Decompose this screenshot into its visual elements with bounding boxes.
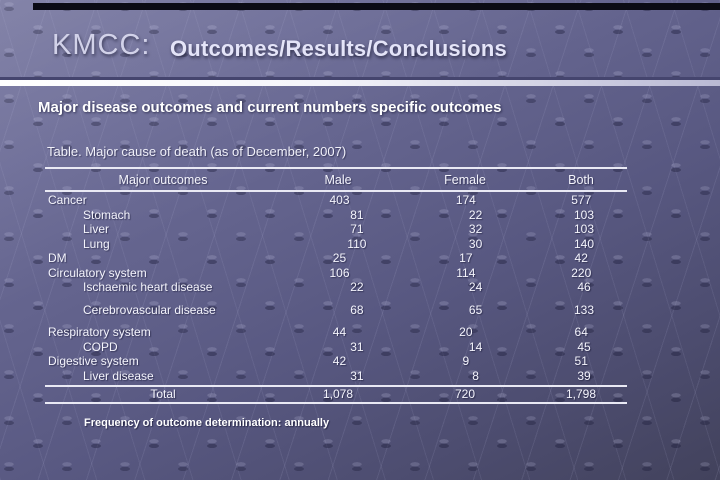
row-male-value: 44 bbox=[332, 325, 347, 339]
row-male-value: 25 bbox=[332, 251, 347, 265]
table-row: Liver 71 32 103 bbox=[45, 222, 627, 237]
table-row: Lung 110 30 140 bbox=[45, 237, 627, 252]
row-male-value: 42 bbox=[332, 354, 347, 368]
row-label: Cancer bbox=[48, 193, 87, 207]
table-body: Cancer 403 174 577 Stomach 81 22 103 Liver 71 32 10… bbox=[45, 192, 627, 383]
row-both-value: 39 bbox=[577, 368, 591, 383]
row-both-value: 577 bbox=[571, 193, 592, 207]
row-label: Respiratory system bbox=[48, 325, 151, 339]
table-row: Ischaemic heart disease 22 24 46 bbox=[45, 280, 627, 295]
table-row: COPD 31 14 45 bbox=[45, 340, 627, 355]
title-divider bbox=[0, 80, 720, 86]
row-both-value: 51 bbox=[574, 354, 588, 368]
top-accent-bar bbox=[33, 3, 720, 10]
column-header-major-outcomes: Major outcomes bbox=[118, 172, 208, 187]
row-female-value: 22 bbox=[468, 207, 483, 222]
row-male-value: 110 bbox=[347, 236, 367, 251]
row-label: Stomach bbox=[83, 207, 131, 222]
row-female-value: 8 bbox=[472, 368, 479, 383]
row-female-value: 9 bbox=[462, 354, 470, 368]
row-female-value: 30 bbox=[468, 236, 483, 251]
row-female-value: 24 bbox=[468, 280, 483, 294]
row-label: DM bbox=[48, 251, 67, 265]
row-male-value: 31 bbox=[350, 339, 364, 354]
table-row: Liver disease 31 8 39 bbox=[45, 369, 627, 384]
row-label: Liver disease bbox=[83, 368, 154, 383]
table-row: Stomach 81 22 103 bbox=[45, 208, 627, 223]
row-female-value: 174 bbox=[455, 193, 476, 207]
column-header-female: Female bbox=[444, 172, 486, 187]
row-both-value: 42 bbox=[574, 251, 588, 265]
row-both-value: 45 bbox=[577, 339, 591, 354]
total-male: 1,078 bbox=[322, 387, 354, 401]
row-both-value: 103 bbox=[574, 207, 595, 222]
row-both-value: 140 bbox=[574, 236, 595, 251]
row-both-value: 133 bbox=[574, 302, 595, 317]
row-both-value: 103 bbox=[574, 222, 595, 236]
row-female-value: 20 bbox=[459, 325, 473, 339]
slide-brand: KMCC: bbox=[52, 29, 151, 61]
frequency-footnote: Frequency of outcome determination: annu… bbox=[84, 417, 330, 429]
row-female-value: 65 bbox=[468, 302, 483, 317]
row-male-value: 81 bbox=[350, 207, 364, 222]
row-label: Digestive system bbox=[48, 354, 139, 368]
row-male-value: 31 bbox=[350, 368, 364, 383]
title-divider-shadow bbox=[0, 77, 720, 80]
table-row: DM 25 17 42 bbox=[45, 251, 627, 266]
row-label: Ischaemic heart disease bbox=[83, 280, 213, 294]
row-male-value: 71 bbox=[350, 222, 364, 236]
row-female-value: 32 bbox=[468, 222, 483, 236]
causes-of-death-table: Major outcomes Male Female Both Cancer 40… bbox=[45, 167, 627, 404]
column-header-male: Male bbox=[324, 172, 352, 187]
row-male-value: 403 bbox=[329, 193, 350, 207]
row-male-value: 68 bbox=[350, 302, 364, 317]
row-female-value: 114 bbox=[456, 265, 476, 280]
table-caption: Table. Major cause of death (as of Decem… bbox=[47, 144, 347, 159]
slide-subtitle: Major disease outcomes and current numbe… bbox=[38, 99, 502, 116]
row-label: Cerebrovascular disease bbox=[83, 302, 216, 317]
total-both: 1,798 bbox=[565, 387, 597, 401]
table-header-row: Major outcomes Male Female Both bbox=[45, 167, 627, 192]
row-both-value: 46 bbox=[577, 280, 591, 294]
row-both-value: 220 bbox=[571, 265, 592, 280]
row-female-value: 14 bbox=[468, 339, 483, 354]
total-female: 720 bbox=[454, 387, 476, 401]
row-male-value: 22 bbox=[350, 280, 364, 294]
row-label: Lung bbox=[83, 236, 110, 251]
row-label: Liver bbox=[83, 222, 110, 236]
row-female-value: 17 bbox=[459, 251, 473, 265]
table-total-row: Total 1,078 720 1,798 bbox=[45, 385, 627, 404]
table-row: Digestive system 42 9 51 bbox=[45, 354, 627, 369]
row-label: Circulatory system bbox=[48, 265, 147, 280]
table-row: Respiratory system 44 20 64 bbox=[45, 325, 627, 340]
table-row: Cancer 403 174 577 bbox=[45, 193, 627, 208]
total-label: Total bbox=[150, 387, 176, 401]
table-row: Circulatory system 106 114 220 bbox=[45, 266, 627, 281]
row-both-value: 64 bbox=[574, 325, 588, 339]
row-male-value: 106 bbox=[329, 265, 350, 280]
column-header-both: Both bbox=[568, 172, 594, 187]
slide-title: Outcomes/Results/Conclusions bbox=[170, 36, 507, 61]
table-row: Cerebrovascular disease 68 65 133 bbox=[45, 303, 627, 318]
row-label: COPD bbox=[83, 339, 118, 354]
